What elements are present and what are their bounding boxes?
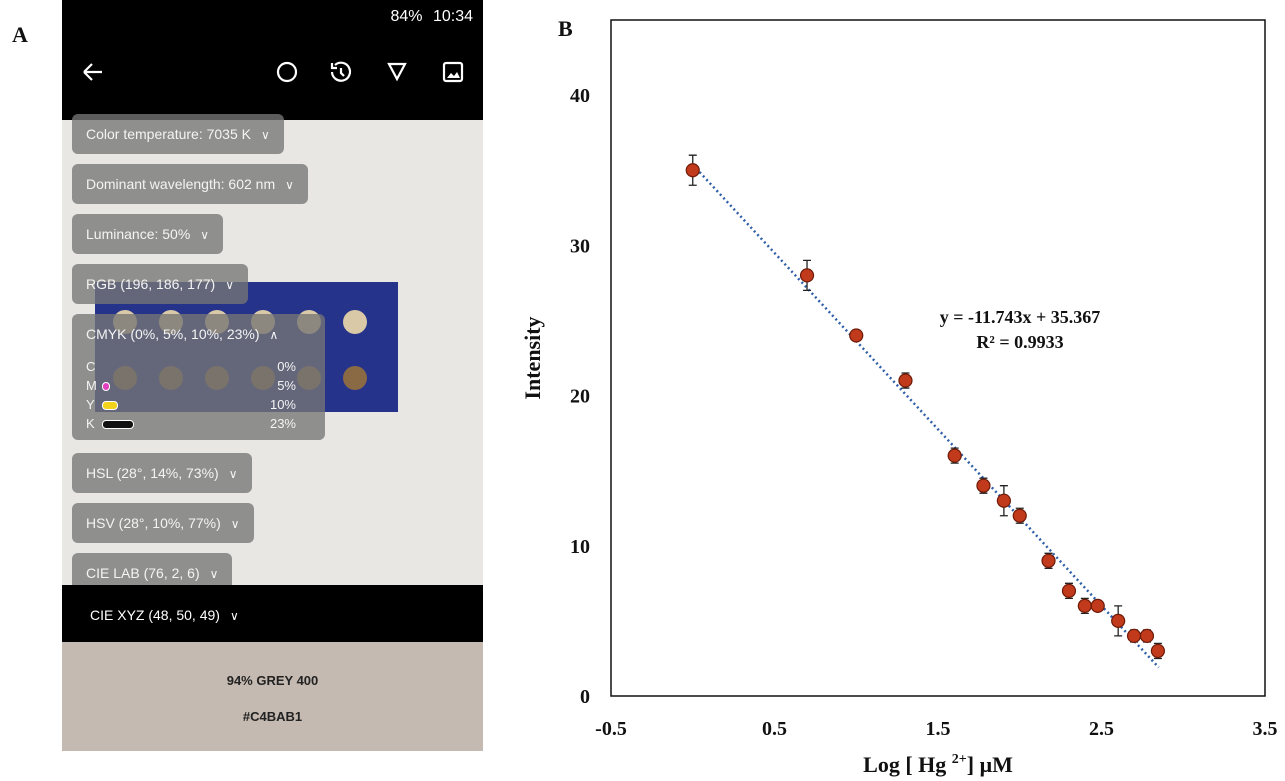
data-point xyxy=(685,163,700,178)
item-text: RGB (196, 186, 177) xyxy=(86,276,216,292)
palette-button[interactable] xyxy=(276,61,298,83)
cmyk-label: M xyxy=(86,378,97,393)
history-button[interactable] xyxy=(330,61,352,82)
plot-frame xyxy=(610,19,1266,697)
data-point xyxy=(799,268,815,283)
data-point xyxy=(1061,583,1077,598)
item-text: Luminance: 50% xyxy=(86,226,191,242)
chevron: ∧ xyxy=(269,328,279,342)
data-point xyxy=(1041,553,1056,568)
item-text: Dominant wavelength: 602 nm xyxy=(86,176,276,192)
cmyk-label: K xyxy=(86,416,95,431)
data-point xyxy=(1077,598,1092,613)
equation-label: y = -11.743x + 35.367 xyxy=(940,307,1101,327)
data-point xyxy=(898,373,913,388)
list-item[interactable]: Luminance: 50% ∨ xyxy=(72,214,224,254)
panel-label: A xyxy=(12,22,28,47)
y-tick-label: 30 xyxy=(570,235,590,257)
chevron: ∨ xyxy=(228,467,238,481)
y-tick-label: 0 xyxy=(580,686,590,708)
clock: 10:34 xyxy=(432,8,473,25)
data-point xyxy=(1090,598,1105,613)
data-point xyxy=(1139,628,1155,644)
image-button[interactable] xyxy=(442,61,464,83)
panel-label: B xyxy=(558,16,573,41)
cmyk-row: K 23% xyxy=(86,415,296,432)
item-text: HSV (28°, 10%, 77%) xyxy=(86,515,221,531)
x-tick-label: 1.5 xyxy=(926,718,951,740)
chevron: ∨ xyxy=(260,128,270,142)
y-tick-label: 40 xyxy=(570,85,590,107)
list-item[interactable]: CMYK (0%, 5%, 10%, 23%) ∧ C 0% M 5% Y 10% K 23% xyxy=(72,314,325,440)
chevron: ∨ xyxy=(200,228,210,242)
cmyk-row: M 5% xyxy=(86,377,296,394)
chevron: ∨ xyxy=(285,178,294,192)
cmyk-value: 10% xyxy=(269,397,296,412)
app-bar: 84% 10:34 xyxy=(62,0,483,120)
trendline xyxy=(691,163,1160,669)
cmyk-bar xyxy=(102,382,110,391)
list-item[interactable]: Color temperature: 7035 K ∨ xyxy=(72,114,284,154)
item-text: CMYK (0%, 5%, 10%, 23%) xyxy=(86,326,260,342)
item-text: CIE LAB (76, 2, 6) xyxy=(86,565,200,581)
data-point xyxy=(1150,643,1166,659)
cmyk-row: Y 10% xyxy=(86,396,296,413)
x-tick-label: 3.5 xyxy=(1253,718,1278,740)
item-text: CIE XYZ (48, 50, 49) xyxy=(90,607,220,623)
data-point xyxy=(1012,508,1027,523)
cmyk-bar xyxy=(102,420,134,429)
data-point xyxy=(1126,628,1142,644)
color-name: 94% GREY 400 xyxy=(226,673,319,688)
item-text: Color temperature: 7035 K xyxy=(86,126,251,142)
status-bar: 84% 10:34 xyxy=(384,8,473,26)
cmyk-value: 5% xyxy=(277,378,296,393)
toolbar-icons xyxy=(83,61,464,83)
bottom-band: CIE XYZ (48, 50, 49) ∨ xyxy=(62,585,483,642)
sample-spot xyxy=(343,310,367,334)
color-swatch: 94% GREY 400 #C4BAB1 xyxy=(62,642,483,751)
cmyk-label: Y xyxy=(86,397,95,412)
chevron: ∨ xyxy=(230,517,240,531)
list-item[interactable]: RGB (196, 186, 177) ∨ xyxy=(72,264,248,304)
back-button[interactable] xyxy=(83,63,102,81)
y-tick-label: 10 xyxy=(570,536,590,558)
image-icon xyxy=(447,72,460,78)
list-item[interactable]: Dominant wavelength: 602 nm ∨ xyxy=(72,164,308,204)
phone-screenshot: 84% 10:34 Color temperature: 7035 K ∨ Domi… xyxy=(62,0,483,751)
sample-spot xyxy=(343,366,367,390)
list-item[interactable]: HSL (28°, 14%, 73%) ∨ xyxy=(72,453,252,493)
data-point xyxy=(996,493,1011,508)
y-axis-label: Intensity xyxy=(520,316,545,399)
x-axis-label-sup: 2+ xyxy=(952,752,967,767)
x-axis-label-suffix: ] μM xyxy=(967,752,1013,777)
data-point xyxy=(1111,613,1126,628)
cmyk-row: C 0% xyxy=(86,358,296,375)
x-tick-label: 2.5 xyxy=(1089,718,1114,740)
x-axis-label: Log [ Hg 2+] μM xyxy=(863,752,1013,777)
x-tick-label: 0.5 xyxy=(762,718,787,740)
chevron: ∨ xyxy=(225,278,234,292)
item-text: HSL (28°, 14%, 73%) xyxy=(86,465,219,481)
cmyk-value: 23% xyxy=(269,416,296,431)
data-point xyxy=(849,328,864,343)
x-axis-label-text: Log [ Hg xyxy=(863,752,952,777)
color-hex: #C4BAB1 xyxy=(242,709,303,724)
chevron: ∨ xyxy=(209,567,219,581)
data-point xyxy=(976,478,991,493)
battery: 84% xyxy=(390,8,423,25)
cmyk-bar xyxy=(102,401,118,410)
cmyk-value: 0% xyxy=(277,359,296,374)
cmyk-label: C xyxy=(86,359,96,374)
x-tick-label: -0.5 xyxy=(595,718,627,740)
list-item[interactable]: HSV (28°, 10%, 77%) ∨ xyxy=(72,503,254,543)
y-tick-label: 20 xyxy=(570,386,590,408)
data-point xyxy=(947,448,962,463)
list-item[interactable]: CIE XYZ (48, 50, 49) ∨ xyxy=(90,607,239,623)
r2-label: R² = 0.9933 xyxy=(976,332,1063,352)
filter-button[interactable] xyxy=(387,62,407,82)
